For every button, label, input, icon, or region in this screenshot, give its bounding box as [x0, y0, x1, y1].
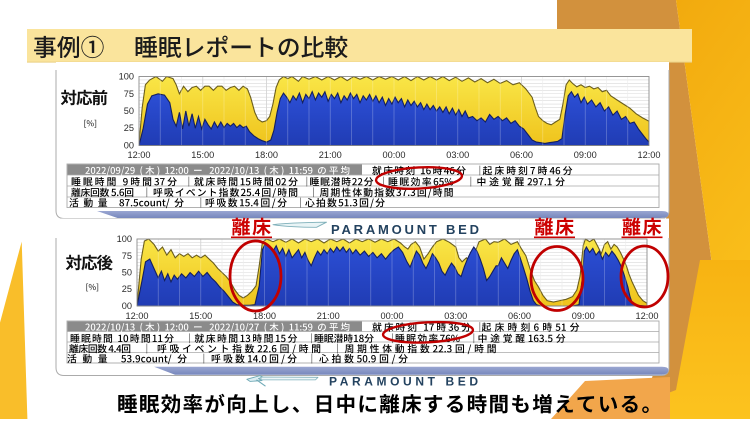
svg-text:03:00: 03:00 — [446, 150, 469, 160]
svg-text:12:00: 12:00 — [128, 150, 151, 160]
svg-text:100: 100 — [117, 234, 132, 244]
svg-text:06:00: 06:00 — [508, 311, 531, 321]
svg-text:50: 50 — [122, 268, 132, 278]
svg-text:PARAMOUNT BED: PARAMOUNT BED — [329, 375, 478, 389]
svg-text:50: 50 — [124, 106, 134, 116]
svg-text:00: 00 — [122, 301, 132, 311]
svg-text:15:00: 15:00 — [189, 311, 212, 321]
svg-text:09:00: 09:00 — [574, 150, 597, 160]
svg-text:00:00: 00:00 — [381, 311, 404, 321]
svg-text:25: 25 — [124, 123, 134, 133]
svg-text:00: 00 — [124, 141, 134, 151]
svg-text:75: 75 — [122, 251, 132, 261]
svg-text:09:00: 09:00 — [572, 311, 595, 321]
svg-text:75: 75 — [124, 89, 134, 99]
svg-text:100: 100 — [119, 72, 134, 82]
svg-text:06:00: 06:00 — [510, 150, 533, 160]
svg-text:25: 25 — [122, 284, 132, 294]
svg-text:12:00: 12:00 — [636, 311, 659, 321]
svg-text:21:00: 21:00 — [317, 311, 340, 321]
svg-text:15:00: 15:00 — [191, 150, 214, 160]
svg-text:12:00: 12:00 — [638, 150, 661, 160]
svg-text:PARAMOUNT BED: PARAMOUNT BED — [331, 222, 479, 237]
svg-text:03:00: 03:00 — [444, 311, 467, 321]
svg-text:21:00: 21:00 — [319, 150, 342, 160]
svg-text:18:00: 18:00 — [253, 311, 276, 321]
svg-text:18:00: 18:00 — [255, 150, 278, 160]
svg-text:00:00: 00:00 — [383, 150, 406, 160]
svg-text:12:00: 12:00 — [126, 311, 149, 321]
